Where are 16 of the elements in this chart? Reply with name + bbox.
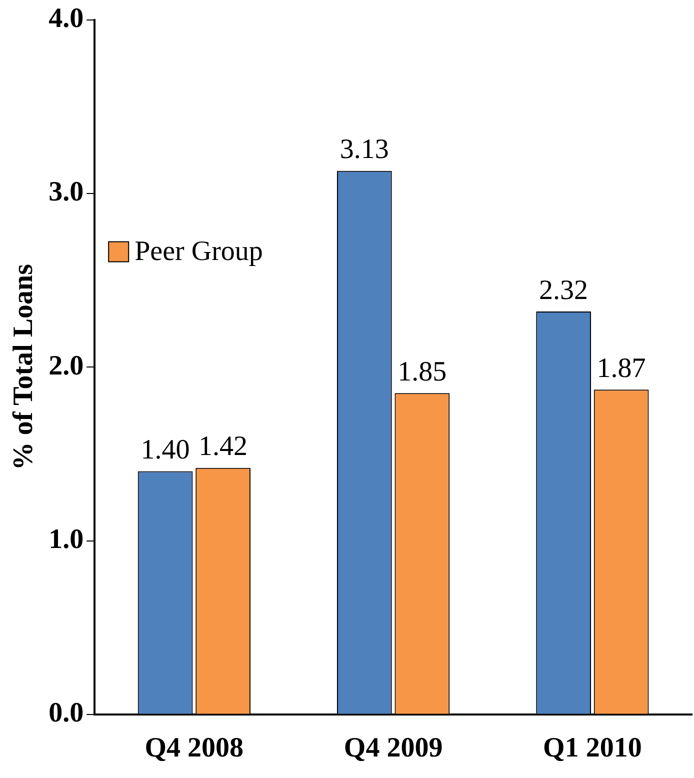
data-label: 1.42 xyxy=(198,431,248,462)
y-tick-label: 4.0 xyxy=(48,3,84,34)
y-tick-label: 2.0 xyxy=(48,350,84,382)
data-label: 1.87 xyxy=(596,353,646,384)
legend-label: Peer Group xyxy=(134,236,263,268)
data-label: 2.32 xyxy=(539,274,588,306)
y-tick-label: 3.0 xyxy=(48,176,84,208)
y-tick-label: 1.0 xyxy=(48,524,84,555)
x-tick-label: Q4 2009 xyxy=(344,732,443,764)
data-label: 1.40 xyxy=(140,434,190,466)
y-tick-label: 0.0 xyxy=(48,698,84,729)
data-label: 3.13 xyxy=(340,134,389,166)
data-label: 1.85 xyxy=(398,356,447,388)
x-tick-label: Q1 2010 xyxy=(543,732,642,764)
x-tick-label: Q4 2008 xyxy=(144,732,244,764)
y-axis-title: % of Total Loans xyxy=(8,264,40,470)
